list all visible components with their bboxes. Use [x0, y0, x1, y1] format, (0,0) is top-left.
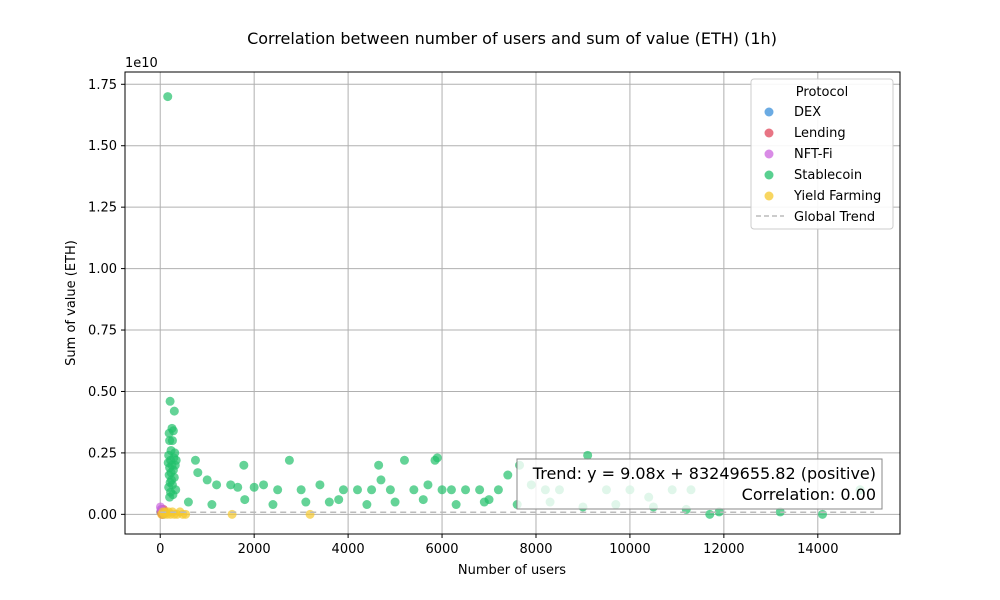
x-tick-label: 14000: [797, 542, 838, 557]
x-tick-label: 0: [156, 542, 164, 557]
point-stablecoin: [296, 485, 306, 495]
y-tick-label: 0.25: [88, 446, 117, 461]
y-axis-ticks: 0.00 0.25 0.50 0.75 1.00 1.25 1.50 1.75: [88, 78, 125, 523]
y-tick-label: 1.00: [88, 262, 117, 277]
legend-label-stablecoin: Stablecoin: [794, 168, 862, 183]
y-offset-label: 1e10: [125, 56, 158, 71]
point-stablecoin: [249, 482, 259, 492]
y-tick-label: 0.75: [88, 324, 117, 339]
point-stablecoin: [583, 450, 593, 460]
x-tick-label: 4000: [332, 542, 365, 557]
point-stablecoin: [207, 500, 217, 510]
point-stablecoin: [503, 470, 513, 480]
point-stablecoin: [202, 475, 212, 485]
y-tick-label: 0.50: [88, 385, 117, 400]
legend-label-lending: Lending: [794, 126, 846, 141]
y-tick-label: 1.75: [88, 78, 117, 93]
x-tick-label: 8000: [519, 542, 552, 557]
x-axis-label: Number of users: [458, 563, 566, 578]
point-stablecoin: [163, 92, 173, 102]
y-tick-label: 1.50: [88, 139, 117, 154]
point-stablecoin: [461, 485, 471, 495]
legend-title: Protocol: [796, 85, 848, 100]
legend-label-global-trend: Global Trend: [794, 210, 875, 225]
x-tick-label: 12000: [703, 542, 744, 557]
point-stablecoin: [409, 485, 419, 495]
point-stablecoin: [259, 480, 269, 490]
plot-frame: [124, 71, 901, 535]
point-stablecoin: [167, 436, 177, 446]
point-stablecoin: [423, 480, 433, 490]
point-stablecoin: [226, 480, 236, 490]
point-stablecoin: [367, 485, 377, 495]
point-stablecoin: [190, 455, 200, 465]
point-stablecoin: [165, 492, 175, 502]
legend-label-dex: DEX: [794, 105, 821, 120]
point-yield-farming: [181, 509, 191, 519]
point-stablecoin: [451, 500, 461, 510]
point-stablecoin: [284, 455, 294, 465]
legend-label-nft-fi: NFT-Fi: [794, 147, 833, 162]
annotation-box: [516, 458, 883, 510]
annotation-trend-text: Trend: y = 9.08x + 83249655.82 (positive…: [532, 464, 876, 483]
point-stablecoin: [818, 509, 827, 519]
annotation-correlation-text: Correlation: 0.00: [742, 485, 876, 504]
legend: Protocol DEX Lending NFT-Fi Stablecoin Y…: [750, 78, 894, 230]
point-stablecoin: [240, 495, 250, 505]
point-stablecoin: [315, 480, 325, 490]
point-stablecoin: [418, 495, 428, 505]
x-tick-label: 2000: [238, 542, 271, 557]
chart-title: Correlation between number of users and …: [247, 29, 777, 48]
y-axis-label: Sum of value (ETH): [64, 240, 79, 366]
legend-marker-stablecoin: [764, 170, 774, 180]
point-stablecoin: [165, 396, 175, 406]
legend-marker-lending: [764, 128, 774, 138]
x-tick-label: 6000: [425, 542, 458, 557]
point-stablecoin: [385, 485, 395, 495]
point-stablecoin: [301, 497, 311, 507]
point-stablecoin: [362, 500, 372, 510]
point-stablecoin: [430, 455, 440, 465]
point-stablecoin: [374, 460, 384, 470]
point-stablecoin: [705, 509, 715, 519]
point-stablecoin: [390, 497, 400, 507]
y-tick-label: 1.25: [88, 201, 117, 216]
point-stablecoin: [233, 482, 243, 492]
point-stablecoin: [334, 495, 344, 505]
point-stablecoin: [273, 485, 283, 495]
point-stablecoin: [479, 497, 489, 507]
legend-marker-nft-fi: [764, 149, 774, 159]
point-yield-farming: [305, 509, 315, 519]
trend-annotation: Trend: y = 9.08x + 83249655.82 (positive…: [516, 458, 883, 510]
point-stablecoin: [338, 485, 348, 495]
legend-box: [750, 78, 894, 230]
point-stablecoin: [437, 485, 447, 495]
legend-marker-dex: [764, 107, 774, 117]
point-stablecoin: [714, 507, 724, 517]
point-stablecoin: [324, 497, 334, 507]
point-yield-farming: [227, 509, 237, 519]
point-stablecoin: [168, 426, 178, 436]
point-stablecoin: [475, 485, 485, 495]
legend-marker-yield-farming: [764, 191, 774, 201]
point-stablecoin: [183, 497, 193, 507]
point-stablecoin: [212, 480, 222, 490]
x-axis-ticks: 0 2000 4000 6000 8000 10000 12000 14000: [156, 534, 838, 557]
y-tick-label: 0.00: [88, 508, 117, 523]
point-stablecoin: [193, 468, 203, 478]
point-stablecoin: [493, 485, 503, 495]
point-stablecoin: [399, 455, 409, 465]
point-stablecoin: [353, 485, 362, 495]
point-stablecoin: [239, 460, 249, 470]
x-tick-label: 10000: [609, 542, 650, 557]
point-stablecoin: [446, 485, 456, 495]
point-stablecoin: [268, 500, 278, 510]
legend-label-yield-farming: Yield Farming: [793, 189, 881, 204]
point-stablecoin: [376, 475, 386, 485]
point-stablecoin: [169, 406, 179, 416]
